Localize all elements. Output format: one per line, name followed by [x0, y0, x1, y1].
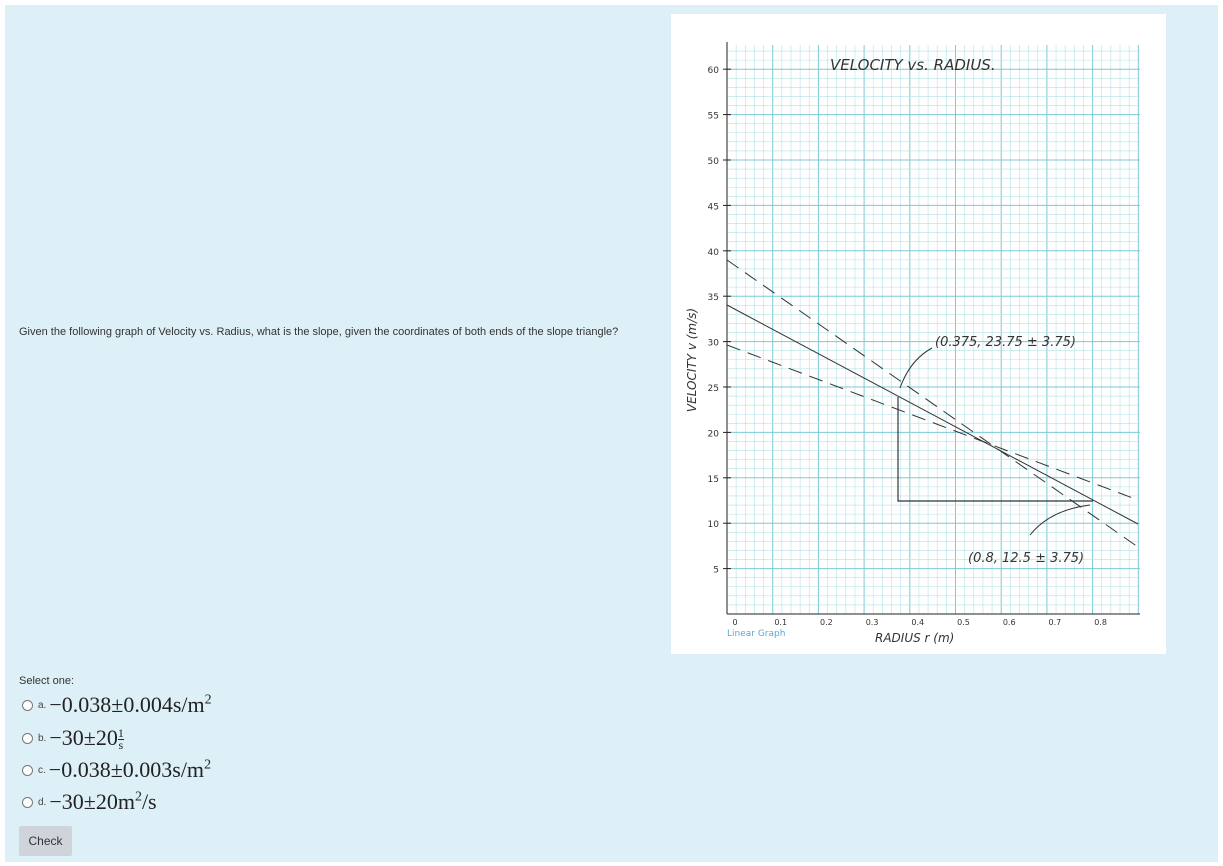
x-tick-label: 0.1 [774, 618, 787, 627]
y-tick-label: 20 [708, 429, 720, 439]
prompt: Select one: [19, 675, 75, 687]
y-tick-label: 55 [708, 112, 719, 122]
option[interactable]: d. −30±20m2/s [22, 787, 157, 817]
x-tick-label: 0.7 [1049, 618, 1062, 627]
sup: 2 [134, 789, 142, 805]
x-axis-label: RADIUS r (m) [875, 631, 954, 645]
math: −30±20 [49, 724, 118, 750]
x-tick-label: 0.2 [820, 618, 833, 627]
y-axis-label: VELOCITY v (m/s) [685, 308, 699, 412]
sup: 2 [204, 692, 212, 708]
option-letter: c. [38, 764, 46, 776]
y-tick-label: 40 [708, 248, 720, 258]
x-tick-label: 0.3 [866, 618, 879, 627]
x-tick-label: 0.4 [911, 618, 924, 627]
math: −0.038±0.003s/m [48, 757, 205, 782]
check-button[interactable]: Check [19, 826, 72, 856]
y-tick-label: 60 [708, 66, 720, 76]
option-text: −0.038±0.003s/m2 [49, 757, 211, 783]
y-tick-label: 30 [708, 339, 720, 349]
dashed-line [726, 259, 1139, 548]
sup: 2 [204, 757, 212, 773]
numerator: 1 [117, 726, 124, 741]
slope-triangle [897, 397, 1093, 502]
annotation: (0.375, 23.75 ± 3.75) [935, 335, 1076, 350]
caption: Linear Graph [727, 629, 785, 639]
annotation: (0.8, 12.5 ± 3.75) [968, 551, 1084, 566]
y-tick-label: 50 [708, 157, 720, 167]
math: /s [141, 789, 157, 814]
x-tick-label: 0.8 [1094, 618, 1107, 627]
option-text: −30±20m2/s [49, 789, 156, 815]
math: −30±20m [49, 789, 135, 814]
option[interactable]: a. −0.038±0.004s/m2 [22, 690, 212, 720]
option-text: −30±20 1 s [49, 724, 124, 753]
radio[interactable] [22, 699, 33, 711]
option-letter: b. [38, 732, 47, 744]
y-tick-label: 10 [708, 520, 720, 530]
radio[interactable] [22, 764, 33, 776]
radio[interactable] [22, 796, 33, 808]
option-letter: a. [38, 699, 47, 711]
option-letter: d. [38, 796, 47, 808]
pointer [899, 347, 933, 389]
option[interactable]: b. −30±20 1 s [22, 723, 124, 753]
y-tick-label: 45 [708, 202, 719, 212]
math: −0.038±0.004s/m [49, 692, 205, 717]
radio[interactable] [22, 732, 33, 744]
fit-line [726, 304, 1139, 525]
x-tick-label: 0.6 [1003, 618, 1016, 627]
question-text: Given the following graph of Velocity vs… [19, 326, 619, 338]
y-tick-label: 35 [708, 293, 719, 303]
option[interactable]: c. −0.038±0.003s/m2 [22, 755, 211, 785]
option-text: −0.038±0.004s/m2 [49, 692, 211, 718]
graph-title: VELOCITY vs. RADIUS. [830, 56, 996, 74]
y-tick-label: 25 [708, 384, 719, 394]
dashed-line [726, 344, 1139, 501]
y-tick-label: 5 [713, 566, 719, 576]
pointer [1029, 504, 1091, 536]
y-tick-label: 15 [708, 475, 719, 485]
denominator: s [118, 738, 124, 753]
x-tick-label: 0.5 [957, 618, 970, 627]
x-tick-label: 0 [732, 618, 737, 627]
